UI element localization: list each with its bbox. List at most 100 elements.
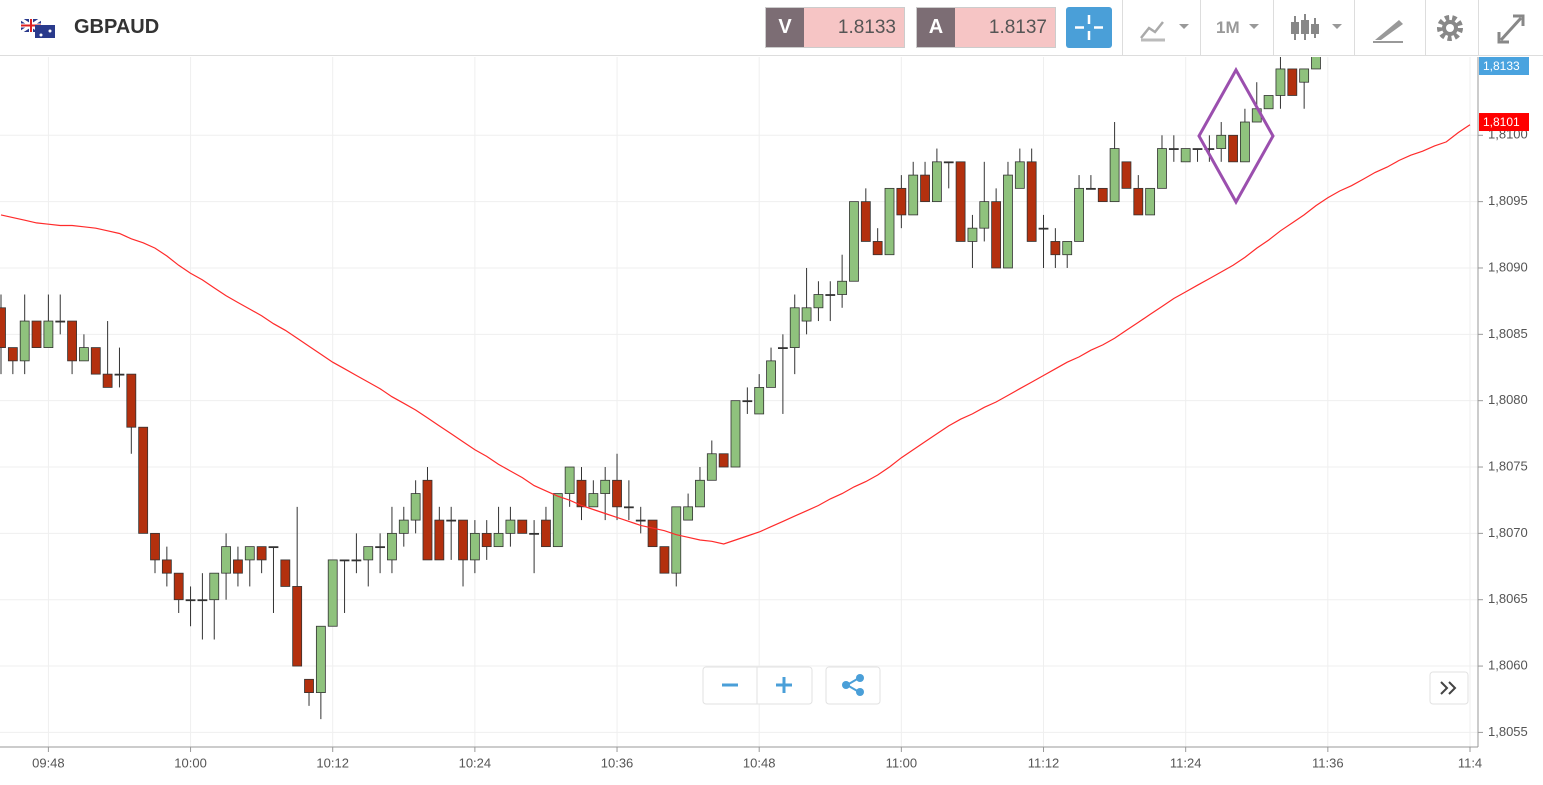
- candle-body: [991, 201, 1002, 269]
- candle-body: [706, 453, 717, 481]
- candle-body: [398, 519, 409, 534]
- candle-body: [588, 493, 599, 508]
- candle-body: [256, 546, 267, 561]
- candle-body: [280, 559, 291, 587]
- x-tick-label: 11:00: [886, 755, 918, 770]
- diamond-annotation: [1197, 66, 1275, 206]
- candle-body: [55, 320, 66, 323]
- candle-body: [813, 294, 824, 309]
- candle-body: [671, 506, 682, 574]
- candle-body: [173, 572, 184, 601]
- buy-button[interactable]: A 1.8137: [916, 7, 1056, 48]
- candle-body: [1168, 148, 1179, 150]
- candle-body: [244, 546, 255, 561]
- x-tick-label: 09:48: [32, 755, 65, 770]
- candle-body: [908, 174, 919, 216]
- candle-body: [1086, 187, 1096, 190]
- candle-body: [612, 479, 622, 508]
- sell-label: V: [766, 8, 804, 47]
- candle-body: [126, 373, 137, 428]
- candle-body: [221, 546, 231, 574]
- price-tag-label: 1,8101: [1483, 115, 1520, 129]
- y-tick-label: 1,8070: [1488, 525, 1528, 540]
- candle-body: [623, 506, 634, 509]
- candle-body: [505, 519, 516, 534]
- candle-body: [967, 227, 978, 242]
- candle-type-button[interactable]: [1273, 0, 1354, 56]
- candle-body: [730, 400, 741, 468]
- y-tick-label: 1,8090: [1488, 259, 1528, 274]
- candle-body: [718, 453, 729, 468]
- candle-body: [268, 546, 279, 549]
- candle-body: [1299, 68, 1310, 83]
- zoom-controls: [702, 666, 1469, 705]
- candle-body: [659, 546, 670, 574]
- fullscreen-button[interactable]: [1478, 0, 1543, 56]
- candle-body: [90, 347, 101, 375]
- candle-body: [943, 161, 954, 164]
- symbol: GBPAUD: [74, 16, 160, 38]
- y-tick-label: 1,8065: [1488, 591, 1528, 606]
- flag-icon: [21, 19, 55, 38]
- candle-body: [114, 373, 125, 376]
- candle-body: [1003, 174, 1013, 269]
- candle-body: [920, 174, 930, 203]
- candle-body: [742, 400, 753, 403]
- candle-body: [102, 373, 113, 388]
- candle-body: [541, 519, 551, 548]
- y-tick-label: 1,8075: [1488, 458, 1528, 473]
- sell-button[interactable]: V 1.8133: [765, 7, 905, 48]
- candle-body: [19, 320, 30, 362]
- candle-body: [292, 586, 303, 667]
- candle-body: [955, 161, 966, 242]
- candle-body: [446, 519, 457, 522]
- timeframe: 1M: [1216, 18, 1240, 37]
- share-button[interactable]: [825, 666, 881, 705]
- candle-body: [209, 572, 220, 601]
- draw-button[interactable]: [1354, 0, 1425, 56]
- x-tick-label: 10:12: [316, 755, 349, 770]
- candle-body: [564, 466, 575, 494]
- timeframe-button[interactable]: [1200, 0, 1273, 56]
- price-tag: [1479, 113, 1529, 132]
- candle-body: [1157, 148, 1167, 189]
- candle-body: [339, 559, 350, 562]
- candle-body: [493, 532, 504, 548]
- candle-body: [647, 519, 658, 548]
- candle-body: [1097, 187, 1108, 203]
- crosshair-button[interactable]: [1066, 7, 1112, 48]
- candle-body: [410, 493, 421, 521]
- scroll-end-button[interactable]: [1429, 671, 1469, 705]
- candle-body: [517, 519, 528, 534]
- candle-body: [387, 532, 397, 561]
- candle-body: [1038, 227, 1049, 230]
- candle-body: [1263, 95, 1274, 110]
- candle-body: [600, 479, 611, 494]
- candle-body: [683, 506, 694, 521]
- candle-body: [1121, 161, 1132, 189]
- candle-body: [79, 347, 89, 362]
- x-tick-label: 11:4: [1458, 755, 1482, 770]
- chart-type-button[interactable]: [1122, 0, 1200, 56]
- y-tick-label: 1,8095: [1488, 193, 1528, 208]
- candle-body: [422, 479, 433, 561]
- candle-body: [1275, 68, 1286, 96]
- candle-body: [43, 320, 54, 348]
- x-tick-label: 11:12: [1028, 755, 1060, 770]
- candle-body: [849, 201, 859, 282]
- candle-body: [1180, 148, 1191, 163]
- settings-button[interactable]: [1425, 0, 1478, 56]
- y-tick-label: 1,8060: [1488, 657, 1528, 672]
- candle-body: [884, 187, 895, 256]
- candle-body: [1240, 121, 1250, 163]
- candle-body: [0, 307, 6, 348]
- x-tick-label: 11:24: [1170, 755, 1202, 770]
- candle-body: [327, 559, 338, 627]
- candle-body: [434, 519, 445, 561]
- candle-body: [896, 187, 907, 216]
- candle-body: [375, 546, 385, 549]
- candle-body: [1050, 241, 1061, 256]
- buy-label: A: [917, 8, 955, 47]
- plus-icon: [776, 677, 792, 693]
